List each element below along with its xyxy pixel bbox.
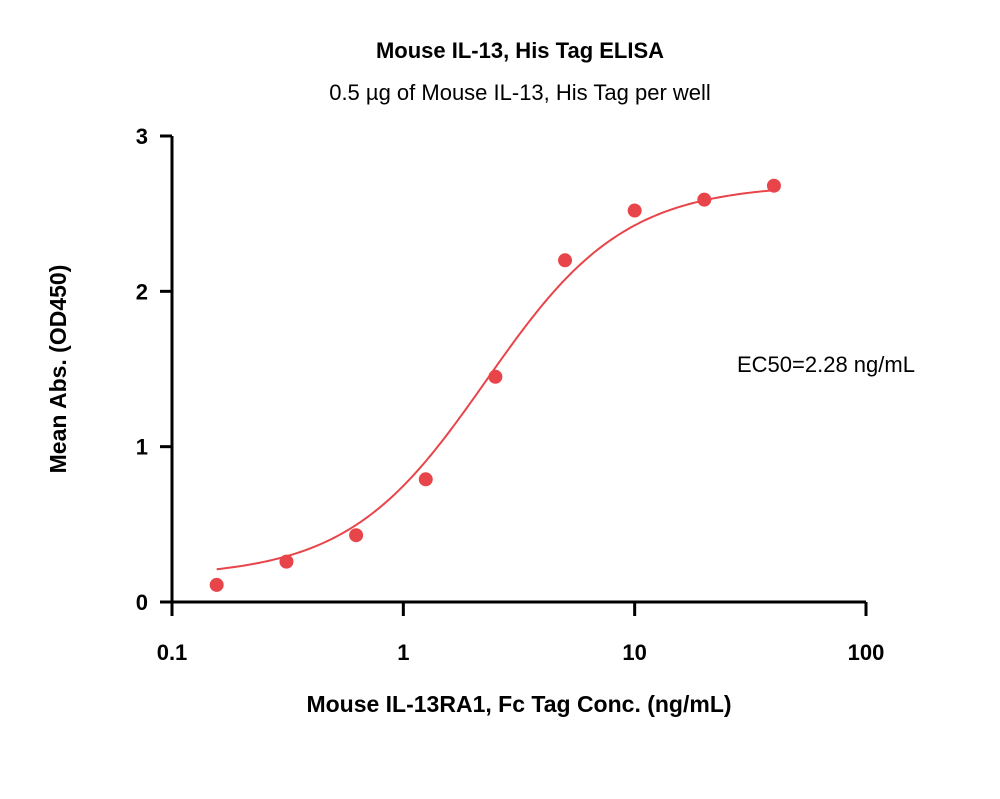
data-point <box>349 528 364 543</box>
x-tick-label: 100 <box>848 640 885 665</box>
data-point <box>627 203 642 218</box>
x-tick-label: 1 <box>397 640 409 665</box>
plot-area <box>209 178 781 592</box>
chart-title: Mouse IL-13, His Tag ELISA <box>376 38 664 63</box>
data-point <box>279 554 294 569</box>
data-point <box>697 192 712 207</box>
y-tick-label: 3 <box>136 124 148 149</box>
y-tick-label: 1 <box>136 435 148 460</box>
data-point <box>209 577 224 592</box>
data-point <box>558 253 573 268</box>
x-tick-label: 10 <box>622 640 646 665</box>
data-point <box>488 369 503 384</box>
y-tick-label: 0 <box>136 590 148 615</box>
data-point <box>418 472 433 487</box>
x-axis-label: Mouse IL-13RA1, Fc Tag Conc. (ng/mL) <box>306 691 731 717</box>
chart-subtitle: 0.5 µg of Mouse IL-13, His Tag per well <box>329 80 711 105</box>
data-point <box>766 178 781 193</box>
ec50-annotation: EC50=2.28 ng/mL <box>737 352 915 377</box>
y-axis-ticks: 0 1 2 3 <box>136 124 172 615</box>
x-tick-label: 0.1 <box>157 640 188 665</box>
y-axis-label: Mean Abs. (OD450) <box>45 265 71 474</box>
x-axis-ticks: 0.1 1 10 100 <box>157 602 885 665</box>
y-tick-label: 2 <box>136 279 148 304</box>
fit-curve <box>216 189 775 571</box>
